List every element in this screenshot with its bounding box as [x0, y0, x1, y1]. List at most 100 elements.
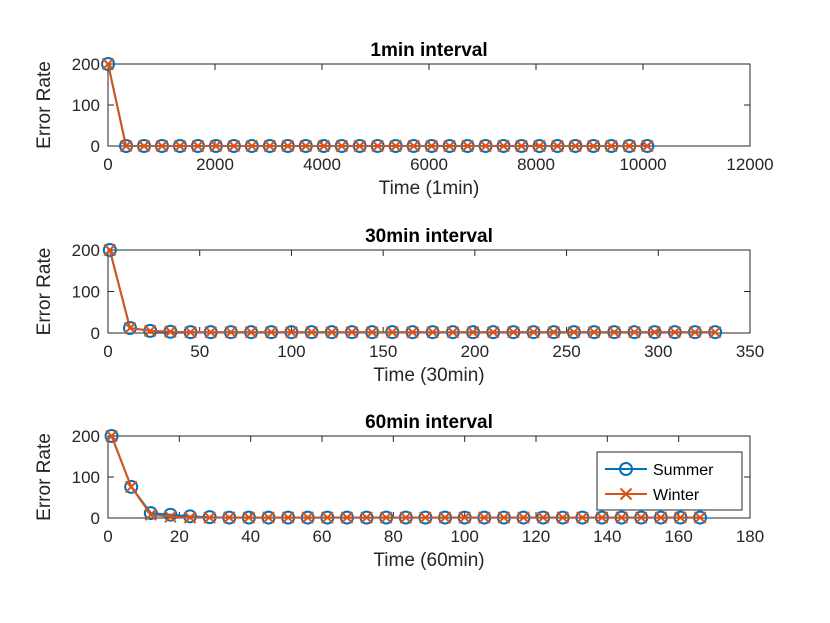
x-tick-label: 2000	[196, 155, 234, 174]
legend-label-summer: Summer	[653, 462, 714, 479]
data-point-winter	[371, 139, 384, 153]
axes-frame	[107, 249, 751, 334]
series-line-summer	[108, 249, 716, 334]
data-point-winter	[567, 325, 581, 339]
x-tick-label: 180	[736, 527, 764, 546]
x-tick-label: 150	[369, 342, 397, 361]
data-point-winter	[105, 429, 118, 443]
data-point-winter	[285, 325, 298, 339]
series-line-winter	[107, 63, 648, 147]
data-point-winter	[623, 139, 636, 153]
data-point-winter	[191, 139, 205, 153]
data-point-winter	[576, 511, 589, 524]
y-axis-label: Error Rate	[34, 61, 55, 149]
data-point-winter	[438, 511, 452, 524]
y-tick-label: 200	[72, 427, 100, 446]
data-point-winter	[446, 325, 460, 339]
data-point-winter	[305, 325, 318, 339]
y-tick-label: 100	[72, 283, 100, 302]
x-tick-label: 100	[277, 342, 305, 361]
data-point-winter	[301, 511, 314, 524]
data-point-summer	[104, 429, 119, 443]
x-tick-label: 300	[644, 342, 672, 361]
data-point-winter	[419, 511, 432, 524]
data-point-winter	[164, 325, 177, 338]
data-point-winter	[641, 139, 654, 153]
data-point-winter	[458, 511, 471, 524]
data-point-winter	[605, 139, 618, 153]
data-point-winter	[101, 57, 115, 71]
data-point-winter	[224, 325, 238, 339]
data-point-winter	[426, 325, 439, 339]
data-point-winter	[466, 325, 480, 339]
data-point-winter	[227, 139, 241, 153]
data-point-winter	[245, 139, 259, 153]
y-tick-label: 100	[72, 468, 100, 487]
data-point-winter	[123, 321, 137, 335]
data-point-winter	[299, 139, 312, 153]
y-tick-label: 0	[91, 137, 100, 156]
x-tick-label: 50	[190, 342, 209, 361]
data-point-winter	[281, 511, 295, 524]
data-point-winter	[335, 139, 348, 153]
data-point-winter	[204, 325, 217, 339]
data-point-winter	[325, 325, 338, 339]
y-tick-label: 200	[72, 241, 100, 260]
data-point-winter	[648, 325, 661, 339]
data-point-winter	[443, 139, 456, 153]
data-point-winter	[143, 324, 157, 338]
data-point-winter	[262, 511, 275, 524]
data-point-winter	[203, 511, 216, 524]
axes-frame	[107, 63, 751, 147]
data-point-winter	[507, 325, 520, 339]
data-point-winter	[321, 511, 334, 524]
x-tick-label: 0	[103, 155, 112, 174]
data-point-winter	[244, 325, 258, 339]
data-point-winter	[556, 511, 569, 524]
chart-title: 30min interval	[365, 226, 493, 247]
data-point-winter	[479, 139, 492, 153]
chart-panel-1: 0 2000 4000 6000 8000 10000 12000 0 100 200 1min i…	[34, 40, 774, 199]
data-point-winter	[497, 511, 511, 524]
data-point-winter	[263, 139, 277, 153]
data-point-winter	[407, 139, 420, 153]
data-point-winter	[569, 139, 582, 153]
data-point-winter	[425, 139, 438, 153]
data-point-summer	[102, 243, 117, 257]
data-point-winter	[536, 511, 550, 524]
data-point-winter	[674, 511, 687, 524]
y-tick-label: 0	[91, 509, 100, 528]
y-tick-label: 100	[72, 96, 100, 115]
x-axis-label: Time (60min)	[373, 550, 484, 571]
data-point-winter	[608, 325, 621, 339]
x-tick-label: 0	[103, 527, 112, 546]
x-axis-label: Time (30min)	[373, 365, 484, 386]
legend-label-winter: Winter	[653, 487, 700, 504]
legend: Summer Winter	[596, 451, 743, 511]
data-point-winter	[242, 511, 256, 524]
data-point-winter	[693, 511, 707, 524]
chart-panel-2: 0 50 100 150 200 250 300 350 0 100 200 30min interv…	[34, 226, 764, 386]
data-point-winter	[688, 325, 702, 339]
data-point-winter	[164, 510, 177, 523]
data-point-winter	[587, 139, 600, 153]
x-axis-label: Time (1min)	[379, 178, 480, 199]
data-point-winter	[515, 139, 528, 153]
data-point-winter	[406, 325, 419, 339]
x-tick-label: 0	[103, 342, 112, 361]
legend-marker-winter	[619, 487, 633, 501]
data-point-winter	[265, 325, 278, 339]
x-tick-label: 20	[170, 527, 189, 546]
y-tick-label: 200	[72, 55, 100, 74]
data-point-winter	[360, 511, 373, 524]
data-point-winter	[527, 325, 540, 339]
y-tick-label: 0	[91, 324, 100, 343]
chart-title: 1min interval	[370, 40, 487, 61]
x-tick-label: 12000	[726, 155, 773, 174]
data-point-winter	[137, 139, 151, 153]
data-point-summer	[124, 479, 139, 494]
data-point-winter	[119, 139, 133, 153]
data-point-summer	[101, 57, 116, 71]
x-tick-label: 40	[241, 527, 260, 546]
